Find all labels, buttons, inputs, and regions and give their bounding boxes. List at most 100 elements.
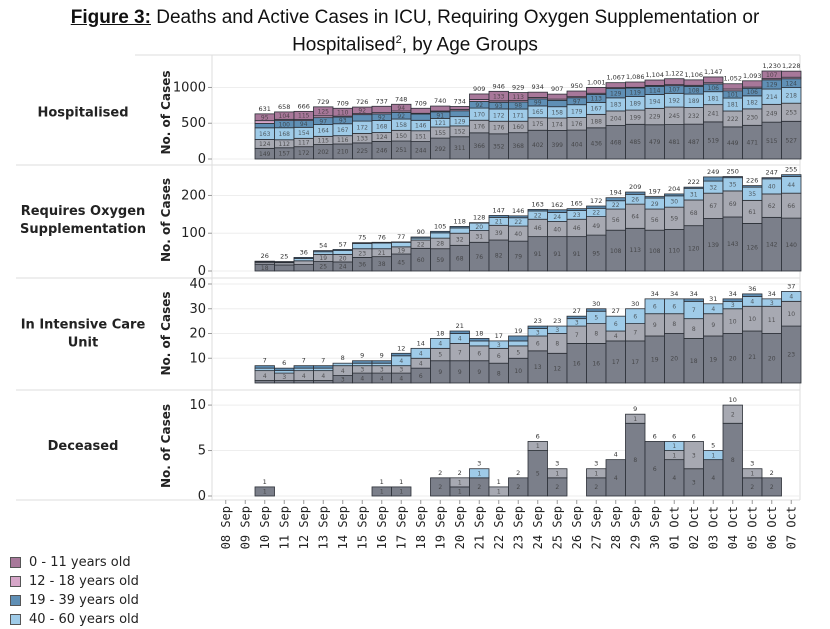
segment-label: 64 bbox=[631, 213, 639, 220]
segment-label: 2 bbox=[750, 484, 754, 491]
bar-segment bbox=[567, 91, 587, 97]
segment-label: 40 bbox=[553, 226, 561, 233]
segment-label: 142 bbox=[766, 241, 778, 248]
total-label: 1,093 bbox=[743, 72, 762, 80]
segment-label: 5 bbox=[536, 470, 540, 477]
bar-segment bbox=[743, 294, 763, 296]
segment-label: 3 bbox=[341, 376, 345, 383]
segment-label: 2 bbox=[555, 484, 559, 491]
row-label: Supplementation bbox=[20, 222, 146, 237]
total-label: 172 bbox=[590, 197, 602, 205]
segment-label: 4 bbox=[614, 475, 618, 482]
segment-label: 62 bbox=[768, 203, 776, 210]
segment-label: 91 bbox=[573, 251, 581, 258]
segment-label: 126 bbox=[747, 244, 759, 251]
bar-segment bbox=[314, 366, 334, 368]
segment-label: 8 bbox=[633, 457, 637, 464]
segment-label: 124 bbox=[786, 80, 798, 87]
segment-label: 188 bbox=[591, 118, 603, 125]
total-label: 1,001 bbox=[587, 78, 606, 86]
segment-label: 3 bbox=[692, 480, 696, 487]
total-label: 7 bbox=[302, 357, 306, 365]
segment-label: 108 bbox=[610, 248, 622, 255]
segment-label: 10 bbox=[729, 318, 737, 325]
total-label: 226 bbox=[746, 177, 758, 185]
x-tick-label: 19 Sep bbox=[433, 506, 447, 549]
segment-label: 23 bbox=[358, 250, 366, 257]
segment-label: 176 bbox=[571, 121, 583, 128]
segment-label: 30 bbox=[670, 199, 678, 206]
bar-segment bbox=[548, 210, 568, 213]
segment-label: 17 bbox=[612, 359, 620, 366]
segment-label: 6 bbox=[614, 321, 618, 328]
segment-label: 4 bbox=[263, 373, 267, 380]
total-label: 1,067 bbox=[606, 74, 625, 82]
segment-label: 20 bbox=[768, 355, 776, 362]
segment-label: 251 bbox=[396, 147, 408, 154]
segment-label: 106 bbox=[708, 85, 720, 92]
bar-segment bbox=[411, 114, 431, 120]
bar-segment bbox=[626, 192, 646, 194]
segment-label: 22 bbox=[592, 210, 600, 217]
x-tick-label: 08 Sep bbox=[219, 506, 233, 549]
segment-label: 10 bbox=[787, 311, 795, 318]
total-label: 737 bbox=[376, 97, 388, 105]
total-label: 146 bbox=[512, 207, 524, 215]
segment-label: 139 bbox=[708, 242, 720, 249]
segment-label: 13 bbox=[534, 364, 542, 371]
segment-label: 61 bbox=[748, 209, 756, 216]
total-label: 1,122 bbox=[665, 70, 684, 78]
segment-label: 1 bbox=[536, 443, 540, 450]
segment-label: 28 bbox=[436, 241, 444, 248]
segment-label: 76 bbox=[475, 254, 483, 261]
legend-item: 19 - 39 years old bbox=[10, 591, 139, 610]
segment-label: 7 bbox=[633, 329, 637, 336]
x-tick-label: 18 Sep bbox=[414, 506, 428, 549]
y-tick-label: 40 bbox=[189, 277, 206, 292]
row-label: Requires Oxygen bbox=[21, 204, 146, 219]
segment-label: 36 bbox=[358, 261, 366, 268]
segment-label: 21 bbox=[378, 250, 386, 257]
segment-label: 399 bbox=[552, 142, 564, 149]
bar-segment bbox=[294, 265, 314, 271]
segment-label: 79 bbox=[514, 253, 522, 260]
total-label: 709 bbox=[415, 99, 427, 107]
segment-label: 368 bbox=[513, 143, 525, 150]
total-label: 631 bbox=[259, 105, 271, 113]
total-label: 23 bbox=[534, 317, 542, 325]
total-label: 10 bbox=[729, 396, 737, 404]
segment-label: 163 bbox=[259, 131, 271, 138]
segment-label: 133 bbox=[493, 93, 505, 100]
segment-label: 95 bbox=[592, 250, 600, 257]
bar-segment bbox=[587, 309, 607, 311]
total-label: 2 bbox=[438, 469, 442, 477]
segment-label: 46 bbox=[534, 225, 542, 232]
x-tick-label: 29 Sep bbox=[628, 506, 642, 549]
segment-label: 4 bbox=[750, 299, 754, 306]
segment-label: 527 bbox=[786, 137, 798, 144]
total-label: 249 bbox=[707, 168, 719, 176]
segment-label: 17 bbox=[631, 359, 639, 366]
segment-label: 68 bbox=[456, 255, 464, 262]
segment-label: 149 bbox=[259, 151, 271, 158]
segment-label: 1 bbox=[497, 489, 501, 496]
segment-label: 10 bbox=[514, 368, 522, 375]
x-tick-label: 16 Sep bbox=[375, 506, 389, 549]
bar-segment bbox=[606, 198, 626, 201]
bar-segment bbox=[372, 361, 392, 363]
row-label: Hospitalised bbox=[37, 106, 128, 121]
segment-label: 1 bbox=[458, 480, 462, 487]
segment-label: 18 bbox=[690, 358, 698, 365]
legend-swatch bbox=[10, 614, 21, 625]
segment-label: 1 bbox=[380, 489, 384, 496]
bar-segment bbox=[255, 123, 275, 127]
bar-segment bbox=[587, 206, 607, 208]
total-label: 734 bbox=[454, 97, 466, 105]
segment-label: 3 bbox=[536, 329, 540, 336]
segment-label: 6 bbox=[672, 303, 676, 310]
bar-segment bbox=[314, 251, 334, 252]
segment-label: 56 bbox=[651, 217, 659, 224]
bar-segment bbox=[723, 84, 743, 89]
bar-segment bbox=[275, 265, 295, 271]
